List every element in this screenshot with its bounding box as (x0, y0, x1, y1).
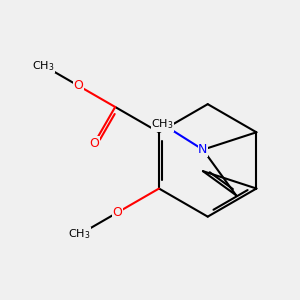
Text: CH$_3$: CH$_3$ (68, 227, 91, 241)
Text: O: O (74, 80, 84, 92)
Text: CH$_3$: CH$_3$ (32, 59, 55, 73)
Text: CH$_3$: CH$_3$ (151, 117, 174, 131)
Text: O: O (113, 206, 122, 219)
Text: N: N (198, 143, 208, 156)
Text: O: O (89, 137, 99, 150)
